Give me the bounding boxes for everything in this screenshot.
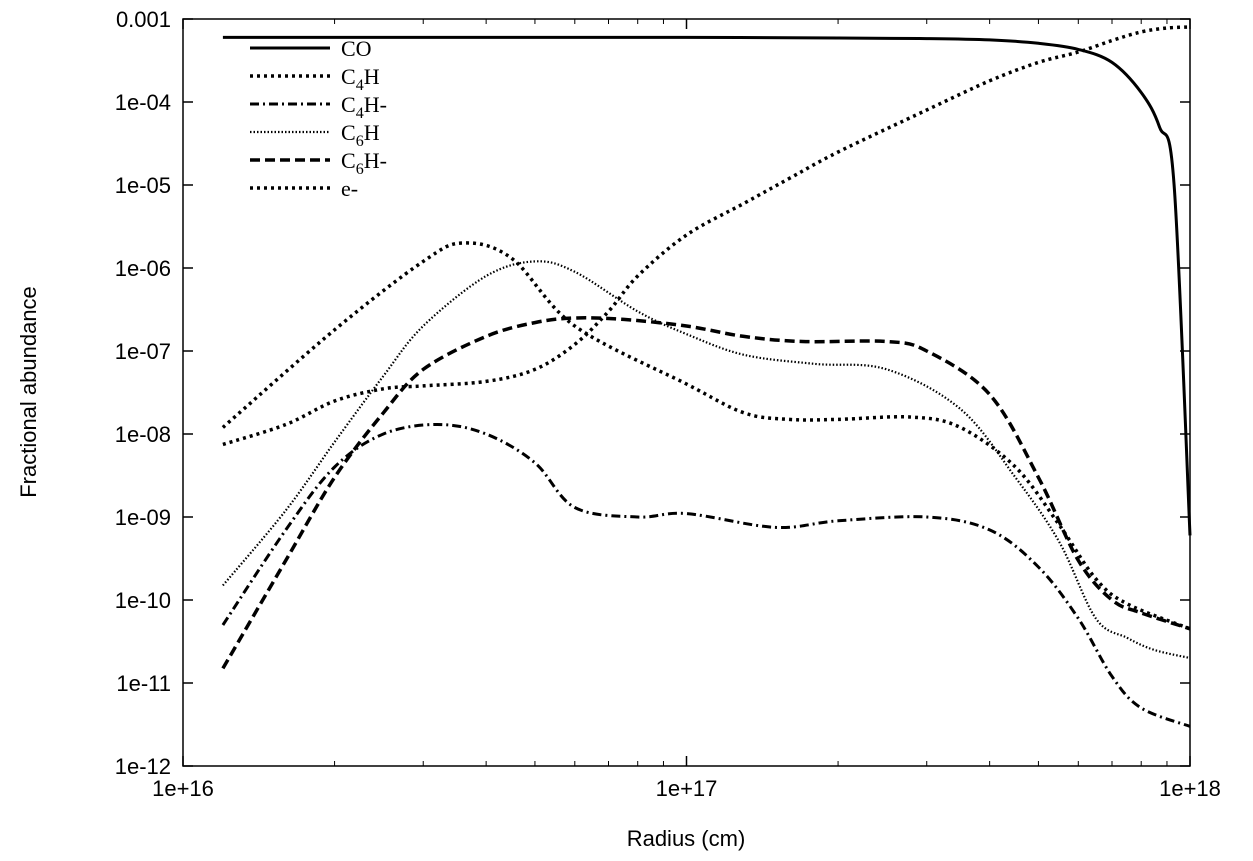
y-tick-label: 1e-12	[115, 754, 171, 779]
y-axis-title: Fractional abundance	[16, 286, 41, 498]
legend-label: CO	[341, 36, 372, 61]
legend-label: C6H-	[341, 148, 387, 178]
legend-label: C4H	[341, 64, 380, 94]
x-tick-label: 1e+17	[656, 776, 718, 801]
series-line-co-0	[222, 35, 1192, 536]
y-tick-label: 1e-08	[115, 422, 171, 447]
plot-frame	[182, 18, 1191, 767]
y-tick-label: 1e-05	[115, 173, 171, 198]
y-tick-label: 1e-10	[115, 588, 171, 613]
x-tick-label: 1e+16	[152, 776, 214, 801]
series-line-c6h-3	[222, 260, 1191, 660]
y-tick-label: 0.001	[116, 7, 171, 32]
legend-label: C4H-	[341, 92, 387, 122]
series-line-c4h-1	[221, 241, 1191, 631]
legend-label: e-	[341, 176, 358, 201]
series-lines	[221, 25, 1192, 728]
x-tick-label: 1e+18	[1159, 776, 1221, 801]
legend-label: C6H	[341, 120, 380, 150]
y-tick-label: 1e-07	[115, 339, 171, 364]
axis-ticks: 1e+16 1e+17 1e+18 1e-12 1e-11 1e-10 1e-09 1e-08…	[115, 7, 1221, 801]
series-line-c4h--2	[221, 423, 1191, 728]
y-tick-label: 1e-11	[116, 671, 171, 696]
y-tick-label: 1e-04	[115, 90, 171, 115]
y-tick-label: 1e-06	[115, 256, 171, 281]
y-tick-label: 1e-09	[115, 505, 171, 530]
x-axis-title: Radius (cm)	[627, 826, 746, 851]
series-line-c6h--4	[221, 316, 1191, 670]
series-line-e--5	[222, 25, 1191, 447]
